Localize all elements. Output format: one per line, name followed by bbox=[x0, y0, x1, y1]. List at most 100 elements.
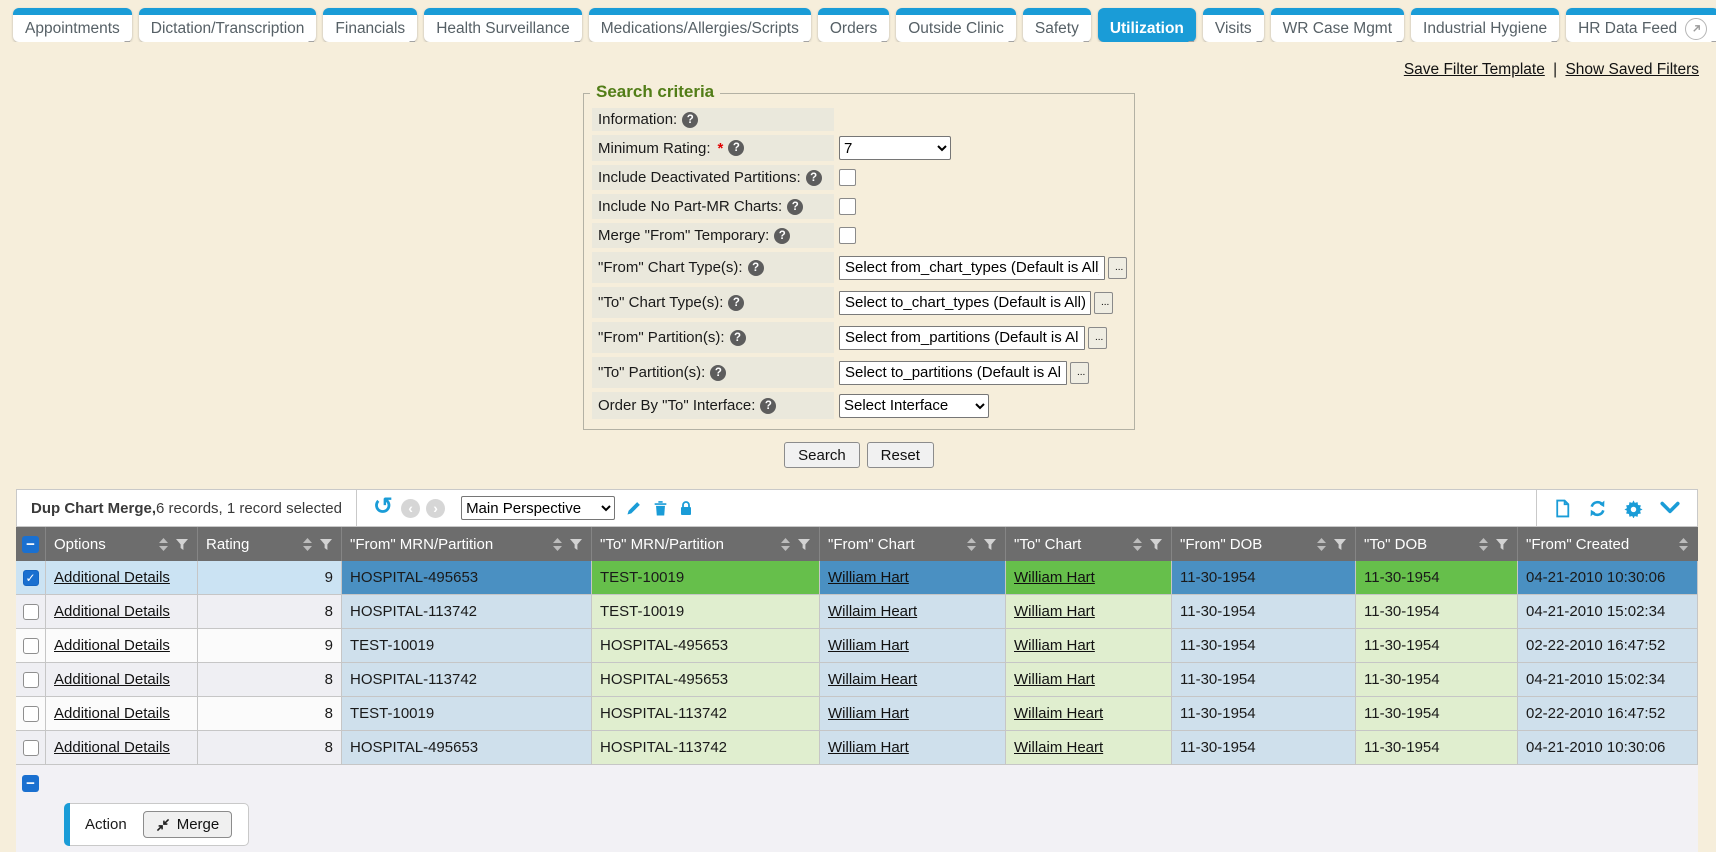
delete-perspective-icon[interactable] bbox=[652, 499, 669, 517]
to-chart-types-picker-button[interactable]: ... bbox=[1094, 291, 1113, 314]
edit-perspective-icon[interactable] bbox=[625, 499, 643, 517]
tab-visits[interactable]: Visits bbox=[1202, 8, 1264, 42]
to-chart-link[interactable]: William Hart bbox=[1014, 569, 1095, 586]
tab-wr-case-mgmt[interactable]: WR Case Mgmt bbox=[1270, 8, 1405, 42]
undo-icon[interactable]: ↺ bbox=[372, 493, 394, 520]
tab-orders[interactable]: Orders bbox=[817, 8, 890, 42]
tab-outside-clinic[interactable]: Outside Clinic bbox=[896, 8, 1016, 42]
select-all-checkbox[interactable]: − bbox=[22, 535, 39, 553]
help-icon[interactable]: ? bbox=[729, 329, 746, 346]
filter-icon[interactable] bbox=[1495, 538, 1509, 551]
from-partitions-picker-button[interactable]: ... bbox=[1088, 326, 1107, 349]
sort-icon[interactable] bbox=[157, 537, 170, 552]
next-page-button[interactable]: › bbox=[426, 498, 446, 518]
filter-icon[interactable] bbox=[569, 538, 583, 551]
sort-icon[interactable] bbox=[1131, 537, 1144, 552]
external-link-icon[interactable] bbox=[1685, 17, 1708, 40]
column-header-from-chart[interactable]: "From" Chart bbox=[820, 527, 1006, 561]
prev-page-button[interactable]: ‹ bbox=[401, 498, 421, 518]
to-partitions-picker-button[interactable]: ... bbox=[1070, 361, 1089, 384]
help-icon[interactable]: ? bbox=[728, 294, 745, 311]
row-checkbox[interactable] bbox=[22, 603, 39, 620]
to-chart-link[interactable]: Willaim Heart bbox=[1014, 739, 1104, 756]
row-checkbox[interactable] bbox=[22, 671, 39, 688]
help-icon[interactable]: ? bbox=[728, 140, 745, 156]
tab-industrial-hygiene[interactable]: Industrial Hygiene bbox=[1411, 8, 1560, 42]
sort-icon[interactable] bbox=[1677, 537, 1690, 552]
from-chart-types-picker-button[interactable]: ... bbox=[1108, 256, 1127, 279]
merge-from-temporary-checkbox[interactable] bbox=[839, 227, 856, 244]
tab-health-surveillance[interactable]: Health Surveillance bbox=[424, 8, 582, 42]
additional-details-link[interactable]: Additional Details bbox=[54, 637, 170, 654]
export-document-icon[interactable] bbox=[1554, 499, 1571, 518]
from-partitions-input[interactable] bbox=[839, 325, 1085, 350]
help-icon[interactable]: ? bbox=[760, 397, 777, 414]
from-chart-link[interactable]: William Hart bbox=[828, 705, 909, 722]
column-header-from-created[interactable]: "From" Created bbox=[1518, 527, 1698, 561]
help-icon[interactable]: ? bbox=[682, 111, 699, 128]
row-checkbox[interactable]: ✓ bbox=[22, 569, 39, 586]
include-deactivated-checkbox[interactable] bbox=[839, 169, 856, 186]
sort-icon[interactable] bbox=[1315, 537, 1328, 552]
from-chart-link[interactable]: William Hart bbox=[828, 739, 909, 756]
column-header-from-dob[interactable]: "From" DOB bbox=[1172, 527, 1356, 561]
search-button[interactable]: Search bbox=[784, 442, 860, 468]
filter-icon[interactable] bbox=[983, 538, 997, 551]
perspective-select[interactable]: Main Perspective bbox=[461, 496, 616, 520]
column-header-options[interactable]: Options bbox=[46, 527, 198, 561]
help-icon[interactable]: ? bbox=[747, 259, 764, 276]
from-chart-link[interactable]: William Hart bbox=[828, 569, 909, 586]
to-chart-link[interactable]: Willaim Heart bbox=[1014, 705, 1104, 722]
include-no-partmr-checkbox[interactable] bbox=[839, 198, 856, 215]
to-chart-types-input[interactable] bbox=[839, 290, 1091, 315]
sort-icon[interactable] bbox=[1477, 537, 1490, 552]
filter-icon[interactable] bbox=[319, 538, 333, 551]
to-chart-link[interactable]: William Hart bbox=[1014, 603, 1095, 620]
from-chart-link[interactable]: William Hart bbox=[828, 637, 909, 654]
column-header-to-mrn[interactable]: "To" MRN/Partition bbox=[592, 527, 820, 561]
column-header-rating[interactable]: Rating bbox=[198, 527, 342, 561]
collapse-chevron-icon[interactable] bbox=[1660, 501, 1680, 515]
additional-details-link[interactable]: Additional Details bbox=[54, 705, 170, 722]
from-chart-link[interactable]: Willaim Heart bbox=[828, 671, 918, 688]
filter-icon[interactable] bbox=[175, 538, 189, 551]
tab-hr-data-feed[interactable]: HR Data Feed bbox=[1566, 8, 1716, 42]
tab-utilization[interactable]: Utilization bbox=[1097, 8, 1196, 42]
tab-financials[interactable]: Financials bbox=[323, 8, 418, 42]
additional-details-link[interactable]: Additional Details bbox=[54, 671, 170, 688]
reset-button[interactable]: Reset bbox=[866, 442, 934, 468]
sort-icon[interactable] bbox=[301, 537, 314, 552]
tab-safety[interactable]: Safety bbox=[1022, 8, 1091, 42]
minimum-rating-select[interactable]: 7 bbox=[839, 136, 951, 160]
sort-icon[interactable] bbox=[551, 537, 564, 552]
column-header-from-mrn[interactable]: "From" MRN/Partition bbox=[342, 527, 592, 561]
filter-icon[interactable] bbox=[1333, 538, 1347, 551]
help-icon[interactable]: ? bbox=[710, 364, 727, 381]
save-filter-template-link[interactable]: Save Filter Template bbox=[1403, 61, 1545, 78]
merge-button[interactable]: Merge bbox=[142, 811, 233, 838]
refresh-icon[interactable] bbox=[1588, 499, 1607, 518]
lock-icon[interactable] bbox=[678, 499, 694, 517]
filter-icon[interactable] bbox=[797, 538, 811, 551]
sort-icon[interactable] bbox=[965, 537, 978, 552]
settings-gear-icon[interactable] bbox=[1624, 499, 1643, 518]
row-checkbox[interactable] bbox=[22, 705, 39, 722]
collapse-action-icon[interactable]: − bbox=[22, 775, 39, 792]
to-chart-link[interactable]: William Hart bbox=[1014, 637, 1095, 654]
from-chart-types-input[interactable] bbox=[839, 255, 1105, 280]
tab-medications-allergies-scripts[interactable]: Medications/Allergies/Scripts bbox=[588, 8, 811, 42]
column-header-to-chart[interactable]: "To" Chart bbox=[1006, 527, 1172, 561]
tab-appointments[interactable]: Appointments bbox=[13, 8, 132, 42]
filter-icon[interactable] bbox=[1149, 538, 1163, 551]
help-icon[interactable]: ? bbox=[787, 198, 804, 215]
tab-dictation-transcription[interactable]: Dictation/Transcription bbox=[138, 8, 317, 42]
additional-details-link[interactable]: Additional Details bbox=[54, 739, 170, 756]
show-saved-filters-link[interactable]: Show Saved Filters bbox=[1565, 61, 1699, 78]
order-by-interface-select[interactable]: Select Interface bbox=[839, 393, 989, 418]
row-checkbox[interactable] bbox=[22, 637, 39, 654]
column-header-to-dob[interactable]: "To" DOB bbox=[1356, 527, 1518, 561]
additional-details-link[interactable]: Additional Details bbox=[54, 569, 170, 586]
sort-icon[interactable] bbox=[779, 537, 792, 552]
help-icon[interactable]: ? bbox=[805, 169, 822, 186]
help-icon[interactable]: ? bbox=[774, 227, 791, 244]
